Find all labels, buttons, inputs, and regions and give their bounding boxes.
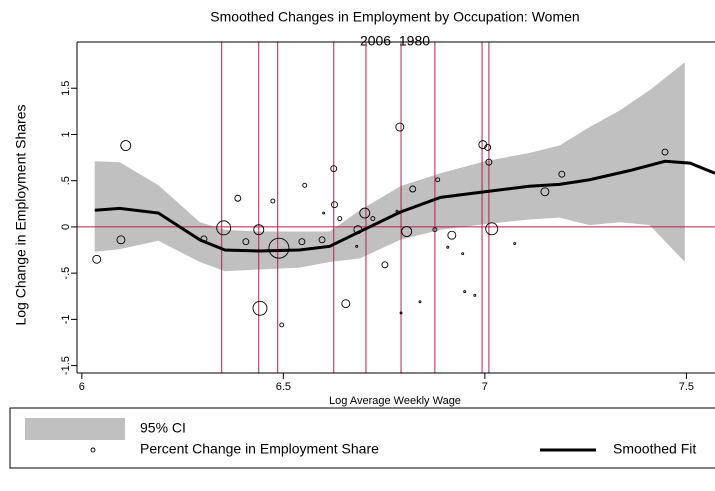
scatter-point: [446, 245, 450, 249]
scatter-point: [395, 122, 405, 132]
chart-title: Smoothed Changes in Employment by Occupa…: [210, 9, 579, 25]
legend-label: 95% CI: [140, 420, 186, 436]
scatter-point: [322, 211, 326, 215]
scatter-point: [330, 165, 338, 173]
scatter-point: [401, 226, 413, 237]
scatter-point: [381, 261, 389, 269]
scatter-point: [399, 311, 403, 315]
smoothed-line: [94, 159, 715, 253]
scatter-point: [558, 170, 566, 178]
chart-subtitle: 2006–1980: [360, 33, 430, 49]
scatter-point: [540, 187, 550, 197]
scatter-point: [473, 293, 477, 297]
legend-swatch: [90, 447, 96, 453]
legend-box: [9, 407, 715, 469]
x-axis-label: Log Average Weekly Wage: [329, 395, 461, 407]
scatter-point: [409, 185, 417, 193]
scatter-point: [463, 290, 467, 294]
legend-label: Smoothed Fit: [613, 441, 696, 457]
scatter-point: [447, 230, 457, 240]
legend-swatch: [25, 418, 125, 440]
y-tick-label: .5: [60, 176, 72, 185]
y-tick-label: -.5: [60, 267, 72, 280]
scatter-point: [435, 177, 441, 183]
scatter-point: [253, 224, 265, 236]
x-tick-label: 6.5: [276, 381, 291, 393]
scatter-point: [120, 140, 132, 152]
scatter-point: [341, 299, 351, 309]
y-tick-label: -1: [60, 314, 72, 324]
x-tick-label: 7.5: [679, 381, 694, 393]
scatter-point: [432, 227, 438, 233]
y-axis-label: Log Change in Employment Shares: [13, 104, 29, 325]
x-tick-label: 7: [482, 381, 488, 393]
scatter-point: [302, 182, 308, 188]
scatter-point: [337, 216, 343, 222]
y-tick-label: -1.5: [60, 356, 72, 375]
scatter-point: [418, 300, 422, 304]
scatter-point: [359, 207, 371, 219]
legend-label: Percent Change in Employment Share: [140, 441, 379, 457]
scatter-point: [116, 235, 126, 245]
scatter-point: [355, 244, 359, 248]
legend: 95% CI Percent Change in Employment Share…: [25, 418, 696, 457]
y-tick-label: 1: [60, 131, 72, 137]
scatter-point: [331, 201, 338, 209]
scatter-point: [268, 237, 290, 259]
scatter-point: [370, 216, 376, 222]
y-tick-label: 1.5: [60, 81, 72, 96]
ci-band: [94, 62, 685, 272]
plot-area: [77, 42, 715, 373]
scatter-point: [216, 220, 232, 236]
x-tick-label: 6: [79, 381, 85, 393]
scatter-point: [92, 254, 102, 264]
scatter-point: [484, 143, 492, 151]
scatter-point: [485, 158, 493, 166]
scatter-point: [298, 238, 306, 246]
scatter-point: [461, 252, 465, 256]
scatter-point: [513, 242, 517, 246]
scatter-point: [234, 194, 242, 202]
y-tick-label: 0: [60, 224, 72, 230]
scatter-point: [318, 236, 326, 244]
scatter-point: [252, 300, 268, 316]
scatter-point: [279, 322, 285, 328]
scatter-point: [270, 198, 276, 204]
scatter-point: [661, 148, 669, 156]
scatter-point: [242, 238, 250, 246]
scatter-point: [485, 222, 499, 236]
